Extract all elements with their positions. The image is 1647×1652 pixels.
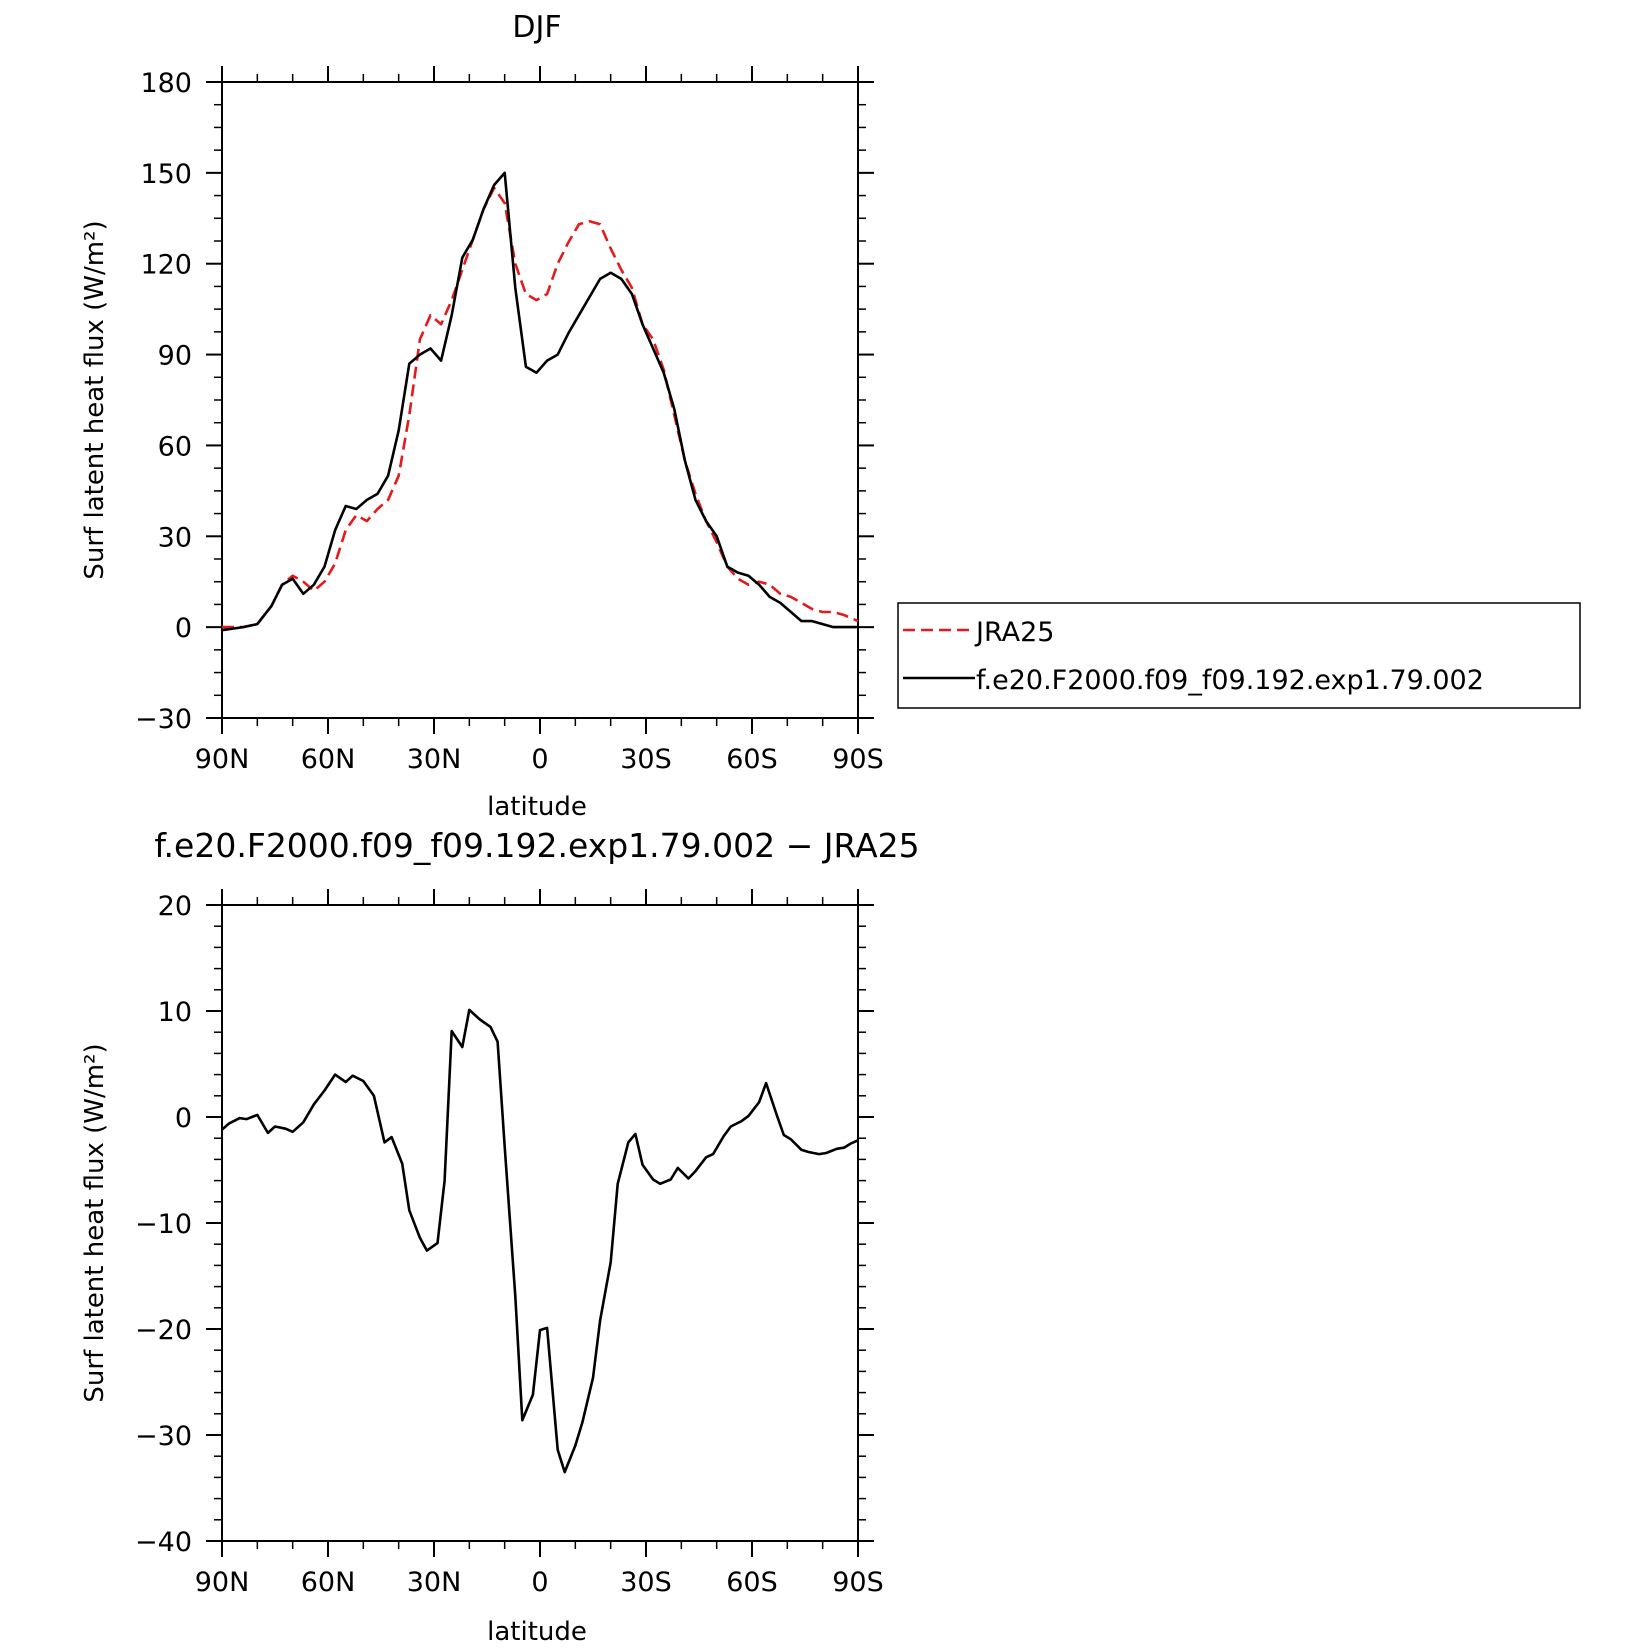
x-tick-label: 30N bbox=[407, 1567, 462, 1598]
top-y-axis-label: Surf latent heat flux (W/m²) bbox=[80, 220, 110, 579]
x-tick-label: 60S bbox=[726, 744, 778, 775]
y-tick-label: 150 bbox=[140, 159, 192, 190]
y-tick-label: 10 bbox=[158, 997, 192, 1028]
y-tick-label: −30 bbox=[135, 1421, 192, 1452]
y-tick-label: 0 bbox=[175, 613, 192, 644]
x-tick-label: 30N bbox=[407, 744, 462, 775]
bottom-y-axis-label: Surf latent heat flux (W/m²) bbox=[80, 1043, 110, 1402]
x-tick-label: 90N bbox=[195, 744, 250, 775]
x-tick-label: 90S bbox=[832, 1567, 884, 1598]
x-tick-label: 90S bbox=[832, 744, 884, 775]
top-axes: 90N 60N 30N 0 30S 60S 90S −30 0 30 60 90 120 150 180 bbox=[135, 66, 884, 775]
x-tick-label: 90N bbox=[195, 1567, 250, 1598]
bottom-panel: f.e20.F2000.f09_f09.192.exp1.79.002 − JR… bbox=[80, 826, 920, 1647]
x-tick-label: 30S bbox=[620, 1567, 672, 1598]
x-tick-label: 60N bbox=[301, 1567, 356, 1598]
bottom-axes: 90N 60N 30N 0 30S 60S 90S −40 −30 −20 −10 0 10 20 bbox=[135, 889, 884, 1598]
top-chart-title: DJF bbox=[512, 10, 561, 45]
x-tick-label: 0 bbox=[531, 1567, 548, 1598]
x-tick-label: 0 bbox=[531, 744, 548, 775]
y-tick-label: −20 bbox=[135, 1315, 192, 1346]
series-line-jra25 bbox=[222, 186, 859, 629]
y-tick-label: 90 bbox=[158, 341, 192, 372]
plot-frame bbox=[221, 81, 859, 719]
bottom-x-axis-label: latitude bbox=[487, 1617, 587, 1647]
bottom-plot-area bbox=[221, 1008, 859, 1474]
y-tick-label: 120 bbox=[140, 250, 192, 281]
top-panel: DJF Surf latent heat flux (W/m²) latitud… bbox=[80, 10, 884, 822]
x-tick-label: 30S bbox=[620, 744, 672, 775]
top-x-axis-label: latitude bbox=[487, 792, 587, 822]
y-tick-label: 180 bbox=[140, 68, 192, 99]
bottom-chart-title: f.e20.F2000.f09_f09.192.exp1.79.002 − JR… bbox=[154, 826, 919, 865]
x-tick-label: 60S bbox=[726, 1567, 778, 1598]
legend-box bbox=[897, 602, 1581, 709]
x-tick-label: 60N bbox=[301, 744, 356, 775]
y-tick-label: 60 bbox=[158, 431, 192, 462]
series-line-f-e20-f2000-f09-f09-192-exp1-79-002 bbox=[221, 171, 858, 632]
y-tick-label: −10 bbox=[135, 1209, 192, 1240]
y-tick-label: 20 bbox=[158, 891, 192, 922]
y-tick-label: −30 bbox=[135, 704, 192, 735]
series-line-diff-0 bbox=[221, 1008, 859, 1474]
y-tick-label: −40 bbox=[135, 1527, 192, 1558]
top-plot-area bbox=[221, 171, 859, 632]
y-tick-label: 30 bbox=[158, 522, 192, 553]
y-tick-label: 0 bbox=[175, 1103, 192, 1134]
legend-label-model: f.e20.F2000.f09_f09.192.exp1.79.002 bbox=[976, 665, 1484, 696]
legend-label-jra25: JRA25 bbox=[974, 617, 1054, 648]
top-legend: JRA25 f.e20.F2000.f09_f09.192.exp1.79.00… bbox=[897, 602, 1581, 709]
plot-frame bbox=[221, 904, 859, 1542]
